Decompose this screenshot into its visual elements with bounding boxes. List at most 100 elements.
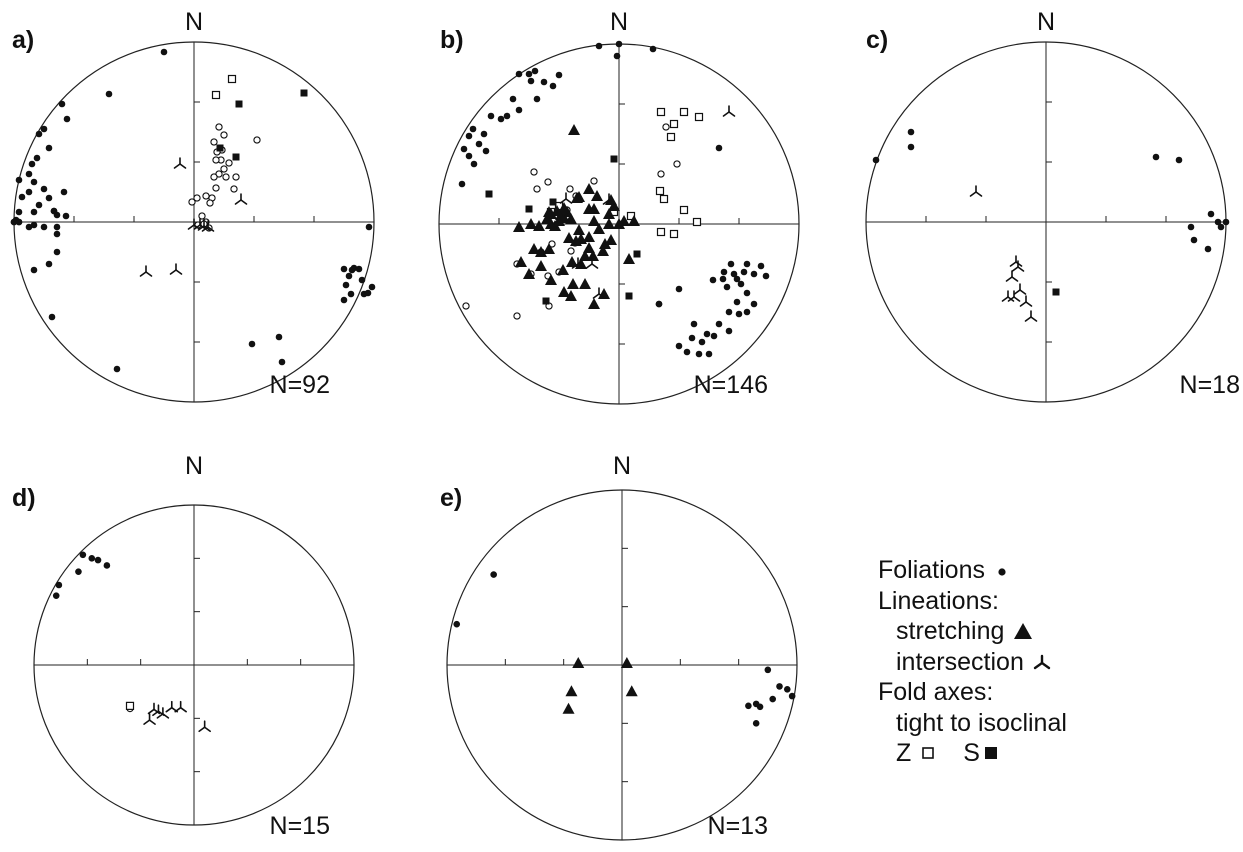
fold-s-point [525,205,533,213]
stretching-point [587,250,599,261]
fold-s-point [485,190,493,198]
legend-stretching-label: stretching [896,617,1005,645]
north-label: N [613,452,631,480]
foliation-point [53,248,61,256]
foliation-point [10,218,18,226]
foliation-point [683,348,691,356]
fold-axis-open-point [567,247,575,255]
fold-s-point [232,153,240,161]
panel-label: b) [440,26,464,54]
foliation-point [458,180,466,188]
intersection-point [143,713,156,725]
legend-z-s: Z S [878,738,1067,769]
stretching-point [568,124,580,135]
foliation-point [743,289,751,297]
stretching-point [613,218,625,229]
stretching-point [583,183,595,194]
intersection-tripod-icon [1032,652,1052,672]
stretching-point [572,657,585,669]
stretching-point [535,246,547,257]
foliation-point [730,270,738,278]
intersection-point [173,157,187,169]
fold-axis-open-point [533,185,541,193]
count-label: N=92 [270,371,330,399]
foliation-point [40,185,48,193]
count-label: N=13 [708,812,768,840]
foliation-point [549,82,557,90]
foliation-point [675,342,683,350]
foliation-point [595,42,603,50]
foliation-point [515,70,523,78]
foliation-point [350,264,358,272]
intersection-point [585,257,599,269]
stretching-point [565,290,577,301]
intersection-point [602,193,616,205]
foliation-point [675,285,683,293]
foliation-point [25,223,33,231]
stretching-point [608,200,620,211]
stretching-point [525,218,537,229]
fold-z-point [666,132,676,142]
foliation-point [727,260,735,268]
foliation-point [55,581,63,589]
fold-axis-open-point [210,173,218,181]
fold-axis-open-point [215,123,223,131]
fold-s-point [633,250,641,258]
foliation-point [788,692,796,700]
fold-z-square-icon [921,746,935,760]
foliation-point [715,320,723,328]
foliation-point [698,338,706,346]
foliation-point [750,300,758,308]
stereonet-panel-d: d) N N=15 [12,452,355,840]
fold-axis-open-point [462,302,470,310]
stretching-point [566,256,578,267]
fold-z-point [694,112,704,122]
north-label: N [1037,8,1055,36]
foliation-point [355,265,363,273]
foliation-point [750,270,758,278]
stretching-point [573,224,585,235]
intersection-point [969,185,983,197]
stereonet-panel-b: b) N N=146 [438,8,800,405]
foliation-point [725,327,733,335]
fold-z-point [655,186,665,196]
stretching-point [515,256,527,267]
stretching-point [570,235,582,246]
foliation-point [525,70,533,78]
foliation-point [30,208,38,216]
foliation-point [475,140,483,148]
foliation-point [756,703,764,711]
fold-s-point [216,144,224,152]
legend-stretching: stretching [878,616,1067,647]
legend-tight: tight to isoclinal [878,708,1067,739]
fold-axis-open-point [193,194,201,202]
intersection-point [147,702,161,715]
foliation-point [368,283,376,291]
fold-z-point [211,90,221,100]
fold-s-point [549,198,557,206]
legend-s-label: S [963,739,980,767]
foliation-point [25,188,33,196]
foliation-point [345,272,353,280]
intersection-point [722,105,736,117]
fold-z-point [692,217,702,227]
stretching-point [623,253,635,264]
fold-axis-open-point [590,177,598,185]
foliation-point [752,720,760,727]
fold-axis-open-point [544,178,552,186]
foliation-point [30,266,38,274]
intersection-point [156,707,170,719]
foliation-point [745,702,752,710]
foliation-point [710,332,718,340]
stretching-point [588,203,600,214]
intersection-point [1001,290,1015,302]
intersection-point [1013,283,1027,295]
stereonet-panel-a: a) N N=92 [10,8,376,403]
legend-z-label: Z [896,739,912,767]
foliation-point [45,260,53,268]
foliation-point [740,268,748,276]
foliation-point [715,144,723,152]
foliation-point [769,695,776,703]
intersection-point [1011,260,1025,272]
panel-label: a) [12,26,34,54]
